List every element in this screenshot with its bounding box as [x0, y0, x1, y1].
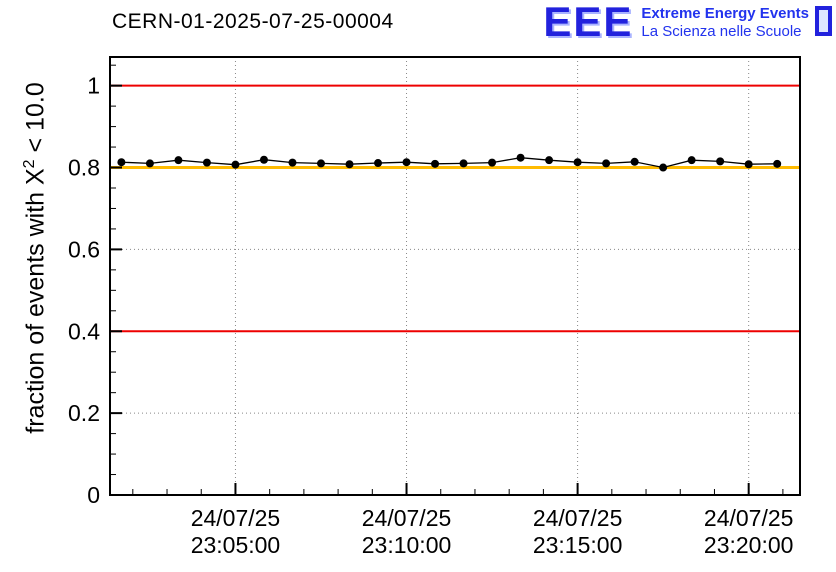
eee-logo: EEE Extreme Energy Events La Scienza nel… — [543, 0, 832, 45]
y-tick-label: 0.6 — [68, 236, 100, 262]
data-point — [716, 157, 725, 166]
y-tick-label: 1 — [87, 73, 100, 99]
eee-logo-acronym: EEE — [543, 0, 634, 45]
x-tick-label-date: 24/07/25 — [191, 505, 281, 531]
y-tick-label: 0.4 — [68, 318, 100, 344]
data-point — [773, 159, 782, 168]
y-tick-label: 0.8 — [68, 155, 100, 181]
data-point — [687, 156, 696, 165]
data-point — [659, 163, 668, 172]
eee-logo-line1: Extreme Energy Events — [641, 5, 809, 22]
x-tick-label-time: 23:20:00 — [704, 532, 794, 558]
data-point — [488, 158, 497, 167]
y-tick-label: 0 — [87, 482, 100, 508]
plot-title: CERN-01-2025-07-25-00004 — [112, 10, 394, 33]
data-line — [121, 157, 778, 169]
data-point — [174, 156, 183, 165]
data-point — [744, 160, 753, 169]
eee-logo-text: Extreme Energy Events La Scienza nelle S… — [641, 5, 809, 41]
data-point — [602, 159, 611, 168]
data-point — [117, 158, 126, 167]
data-point — [316, 159, 325, 168]
x-tick-label-date: 24/07/25 — [533, 505, 623, 531]
eee-logo-line2: La Scienza nelle Scuole — [641, 23, 802, 40]
data-point — [288, 158, 297, 167]
x-tick-label-time: 23:15:00 — [533, 532, 623, 558]
data-point — [459, 159, 468, 168]
data-point — [259, 155, 268, 164]
y-tick-label: 0.2 — [68, 400, 100, 426]
x-tick-label-time: 23:05:00 — [191, 532, 281, 558]
data-point — [545, 156, 554, 165]
x-tick-label-time: 23:10:00 — [362, 532, 452, 558]
x-tick-label-date: 24/07/25 — [704, 505, 794, 531]
data-point — [516, 153, 525, 162]
data-point — [145, 159, 154, 168]
plot-frame — [109, 56, 801, 496]
x-tick-label-date: 24/07/25 — [362, 505, 452, 531]
data-point — [374, 159, 383, 168]
data-point — [573, 158, 582, 167]
data-point — [402, 158, 411, 167]
data-point — [630, 157, 639, 166]
data-point — [345, 160, 354, 169]
data-point — [231, 160, 240, 169]
data-point — [202, 158, 211, 167]
eee-logo-mark-icon — [815, 6, 832, 36]
data-point — [431, 159, 440, 168]
